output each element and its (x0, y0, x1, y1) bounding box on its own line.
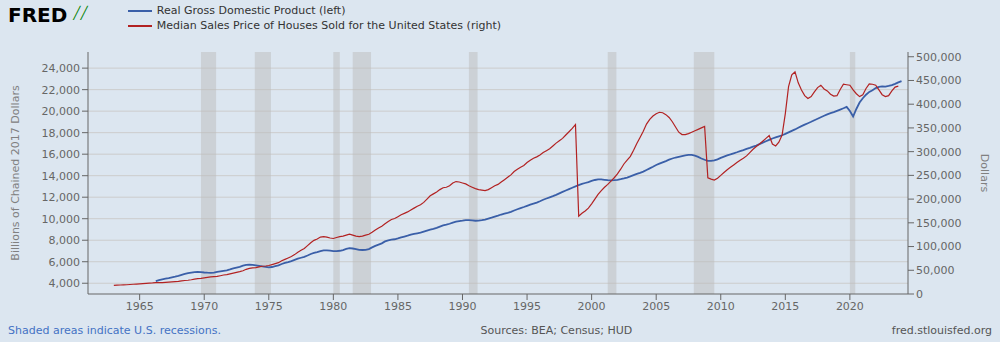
svg-text:150,000: 150,000 (916, 217, 962, 230)
svg-text:8,000: 8,000 (49, 234, 81, 247)
html-text:fred.stlouisfed.org: fred.stlouisfed.org (891, 323, 992, 337)
svg-text:14,000: 14,000 (42, 170, 81, 183)
svg-text:1980: 1980 (319, 300, 347, 313)
svg-text:2000: 2000 (578, 300, 606, 313)
svg-text:10,000: 10,000 (42, 213, 81, 226)
svg-text:24,000: 24,000 (42, 62, 81, 75)
svg-text:18,000: 18,000 (42, 127, 81, 140)
svg-text:300,000: 300,000 (916, 146, 962, 159)
svg-text:20,000: 20,000 (42, 105, 81, 118)
svg-text:1985: 1985 (384, 300, 412, 313)
svg-text:1965: 1965 (126, 300, 154, 313)
svg-text:0: 0 (916, 288, 923, 301)
svg-text:2005: 2005 (642, 300, 670, 313)
svg-text:12,000: 12,000 (42, 191, 81, 204)
svg-text:400,000: 400,000 (916, 98, 962, 111)
svg-text:1995: 1995 (513, 300, 541, 313)
svg-text:2020: 2020 (836, 300, 864, 313)
html-text:FRED ╱╱: FRED ╱╱ (8, 3, 88, 27)
svg-text:2015: 2015 (771, 300, 799, 313)
svg-text:250,000: 250,000 (916, 169, 962, 182)
svg-text:16,000: 16,000 (42, 148, 81, 161)
svg-text:50,000: 50,000 (916, 264, 955, 277)
svg-text:100,000: 100,000 (916, 240, 962, 253)
svg-text:Dollars: Dollars (978, 154, 991, 193)
svg-text:1970: 1970 (190, 300, 218, 313)
svg-text:4,000: 4,000 (49, 277, 81, 290)
svg-text:500,000: 500,000 (916, 51, 962, 64)
html-text:Median Sales Price of Houses S: Median Sales Price of Houses Sold for th… (156, 19, 501, 32)
svg-text:6,000: 6,000 (49, 256, 81, 269)
svg-text:2010: 2010 (707, 300, 735, 313)
svg-text:200,000: 200,000 (916, 193, 962, 206)
svg-text:1990: 1990 (448, 300, 476, 313)
svg-text:22,000: 22,000 (42, 84, 81, 97)
html-text:Sources: BEA; Census; HUD: Sources: BEA; Census; HUD (480, 323, 633, 337)
html-text:Shaded areas indicate U.S. rec: Shaded areas indicate U.S. recessions. (8, 323, 221, 337)
svg-text:350,000: 350,000 (916, 122, 962, 135)
svg-text:Billions of Chained 2017 Dolla: Billions of Chained 2017 Dollars (9, 85, 22, 261)
html-text:Real Gross Domestic Product (l: Real Gross Domestic Product (left) (156, 4, 346, 17)
svg-text:450,000: 450,000 (916, 74, 962, 87)
svg-text:1975: 1975 (255, 300, 283, 313)
